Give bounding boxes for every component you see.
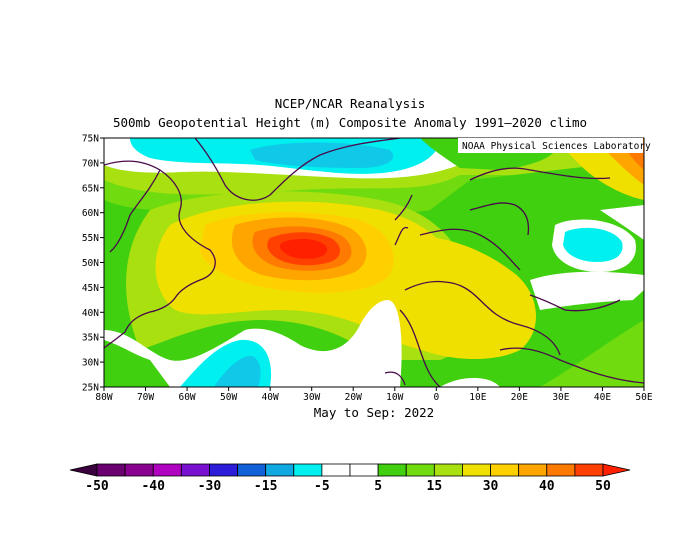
colorbar-label: -40 <box>141 479 165 494</box>
colorbar-swatch <box>349 463 379 477</box>
colorbar-label: -30 <box>198 479 222 494</box>
title-line-2: 500mb Geopotential Height (m) Composite … <box>112 115 588 130</box>
lat-label: 35N <box>82 333 99 344</box>
colorbar-swatch <box>293 463 323 477</box>
lon-label: 60W <box>178 392 195 403</box>
colorbar-swatch <box>180 463 210 477</box>
period-label: May to Sep: 2022 <box>313 405 435 420</box>
colorbar-swatch <box>237 463 267 477</box>
lon-label: 20E <box>511 392 528 403</box>
lat-label: 50N <box>82 258 99 269</box>
coastlines <box>104 138 644 387</box>
lon-label: 10W <box>386 392 403 403</box>
lat-label: 70N <box>82 158 99 169</box>
lat-label: 25N <box>82 383 99 394</box>
lon-label: 20W <box>345 392 362 403</box>
lat-label: 45N <box>82 283 99 294</box>
lon-label: 30W <box>303 392 320 403</box>
colorbar <box>69 463 631 477</box>
lon-label: 10E <box>469 392 486 403</box>
colorbar-label: -50 <box>85 479 109 494</box>
lon-label: 70W <box>137 392 154 403</box>
colorbar-swatch <box>124 463 154 477</box>
colorbar-label: 30 <box>483 479 499 494</box>
colorbar-swatch <box>96 463 126 477</box>
lon-label: 30E <box>552 392 569 403</box>
lat-label: 75N <box>82 134 99 145</box>
colorbar-swatch <box>321 463 351 477</box>
colorbar-swatch <box>546 463 576 477</box>
colorbar-swatch <box>490 463 520 477</box>
colorbar-label: 5 <box>374 479 382 494</box>
colorbar-swatch <box>518 463 548 477</box>
colorbar-swatch <box>574 463 604 477</box>
anomaly-field <box>104 138 644 387</box>
colorbar-label: -5 <box>314 479 330 494</box>
longitude-labels: 80W 70W 60W 50W 40W 30W 20W 10W 0 10E 20E 30E 40E 50E <box>95 387 653 403</box>
colorbar-swatch <box>433 463 463 477</box>
title-line-1: NCEP/NCAR Reanalysis <box>274 96 426 111</box>
credit-label: NOAA Physical Sciences Laboratory <box>462 141 651 152</box>
colorbar-label: -15 <box>254 479 277 494</box>
colorbar-arrow-left <box>69 463 98 477</box>
colorbar-swatch <box>209 463 238 477</box>
credit-box <box>458 138 643 153</box>
colorbar-label: 50 <box>595 479 611 494</box>
lat-label: 60N <box>82 208 99 219</box>
latitude-labels: 75N 70N 65N 60N 55N 50N 45N 40N 35N 30N 25N <box>82 134 104 394</box>
lat-label: 40N <box>82 308 99 319</box>
colorbar-arrow-right <box>602 463 631 477</box>
lon-label: 40E <box>594 392 611 403</box>
lon-label: 50E <box>635 392 652 403</box>
colorbar-label: 40 <box>539 479 555 494</box>
colorbar-swatch <box>377 463 407 477</box>
colorbar-label: 15 <box>427 479 443 494</box>
lon-label: 80W <box>95 392 112 403</box>
lat-label: 30N <box>82 358 99 369</box>
colorbar-swatch <box>265 463 295 477</box>
colorbar-swatch <box>152 463 182 477</box>
lon-label: 0 <box>433 392 439 403</box>
lon-label: 50W <box>220 392 237 403</box>
lat-label: 55N <box>82 233 99 244</box>
lon-label: 40W <box>262 392 279 403</box>
colorbar-swatch <box>405 463 435 477</box>
lat-label: 65N <box>82 183 99 194</box>
colorbar-swatch <box>462 463 491 477</box>
colorbar-labels: -50 -40 -30 -15 -5 5 15 30 40 50 <box>85 479 611 494</box>
